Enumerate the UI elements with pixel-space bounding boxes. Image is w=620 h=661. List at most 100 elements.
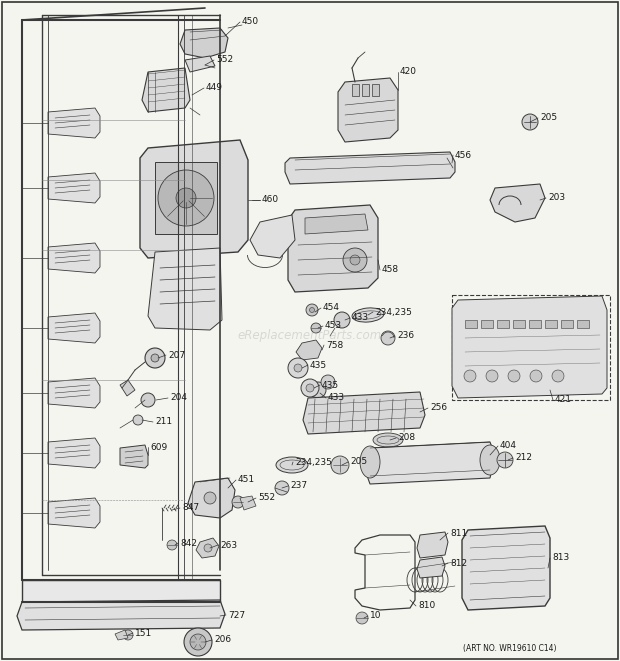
- Text: eReplacementParts.com: eReplacementParts.com: [238, 329, 382, 342]
- Text: 552: 552: [258, 494, 275, 502]
- Text: 421: 421: [555, 395, 572, 405]
- Circle shape: [275, 481, 289, 495]
- Circle shape: [167, 540, 177, 550]
- Ellipse shape: [352, 308, 384, 322]
- Polygon shape: [180, 28, 228, 58]
- Circle shape: [204, 544, 212, 552]
- Circle shape: [288, 358, 308, 378]
- Polygon shape: [417, 557, 445, 578]
- Text: 433: 433: [352, 313, 369, 323]
- Text: 813: 813: [552, 553, 569, 563]
- Text: 205: 205: [540, 114, 557, 122]
- Text: 207: 207: [168, 350, 185, 360]
- Circle shape: [464, 370, 476, 382]
- Polygon shape: [303, 392, 425, 434]
- Text: 450: 450: [242, 17, 259, 26]
- Bar: [481, 320, 493, 328]
- Circle shape: [343, 248, 367, 272]
- Polygon shape: [185, 56, 215, 72]
- Bar: [352, 84, 359, 96]
- Circle shape: [151, 354, 159, 362]
- Text: 847: 847: [182, 504, 199, 512]
- Circle shape: [310, 382, 326, 398]
- Bar: [362, 84, 369, 96]
- Polygon shape: [365, 442, 495, 484]
- Bar: [529, 320, 541, 328]
- Polygon shape: [48, 313, 100, 343]
- Circle shape: [232, 496, 244, 508]
- Text: 256: 256: [430, 403, 447, 412]
- Circle shape: [311, 323, 321, 333]
- Polygon shape: [452, 296, 607, 398]
- Text: 263: 263: [220, 541, 237, 549]
- Polygon shape: [285, 152, 455, 184]
- Text: 456: 456: [455, 151, 472, 159]
- Ellipse shape: [480, 445, 500, 475]
- Circle shape: [123, 630, 133, 640]
- Ellipse shape: [360, 446, 380, 478]
- Text: 206: 206: [214, 635, 231, 644]
- Circle shape: [306, 304, 318, 316]
- Polygon shape: [490, 184, 545, 222]
- Bar: [497, 320, 509, 328]
- Bar: [545, 320, 557, 328]
- Circle shape: [193, 59, 203, 69]
- Circle shape: [204, 492, 216, 504]
- Polygon shape: [120, 445, 148, 468]
- Text: 812: 812: [450, 559, 467, 568]
- Circle shape: [301, 379, 319, 397]
- Circle shape: [508, 370, 520, 382]
- Polygon shape: [48, 108, 100, 138]
- Polygon shape: [140, 140, 248, 258]
- Text: 458: 458: [382, 266, 399, 274]
- Text: 454: 454: [323, 303, 340, 313]
- Circle shape: [294, 364, 302, 372]
- Polygon shape: [462, 526, 550, 610]
- Bar: [22, 580, 220, 602]
- Text: 208: 208: [398, 434, 415, 442]
- Circle shape: [331, 456, 349, 474]
- Text: 234,235: 234,235: [375, 307, 412, 317]
- Text: 205: 205: [350, 457, 367, 467]
- Circle shape: [145, 348, 165, 368]
- Text: 449: 449: [206, 83, 223, 93]
- Polygon shape: [196, 538, 219, 558]
- Text: 811: 811: [450, 529, 467, 537]
- Text: 435: 435: [310, 360, 327, 369]
- Bar: [513, 320, 525, 328]
- Text: 212: 212: [515, 453, 532, 463]
- Polygon shape: [250, 215, 295, 258]
- Polygon shape: [288, 205, 378, 292]
- Circle shape: [176, 188, 196, 208]
- Text: 435: 435: [322, 381, 339, 389]
- Bar: [465, 320, 477, 328]
- Text: 453: 453: [325, 321, 342, 330]
- Polygon shape: [48, 438, 100, 468]
- Polygon shape: [305, 214, 368, 234]
- Polygon shape: [240, 496, 256, 510]
- Text: 460: 460: [262, 196, 279, 204]
- Circle shape: [350, 255, 360, 265]
- Bar: [372, 84, 379, 96]
- Polygon shape: [48, 173, 100, 203]
- Circle shape: [381, 331, 395, 345]
- Bar: [155, 162, 217, 234]
- Text: 234,235: 234,235: [295, 457, 332, 467]
- Text: 727: 727: [228, 611, 245, 619]
- Text: 10: 10: [370, 611, 381, 621]
- Polygon shape: [338, 78, 398, 142]
- Circle shape: [321, 375, 335, 389]
- Text: 151: 151: [135, 629, 153, 637]
- Polygon shape: [48, 243, 100, 273]
- Circle shape: [334, 312, 350, 328]
- Text: 420: 420: [400, 67, 417, 77]
- Text: 404: 404: [500, 442, 517, 451]
- Polygon shape: [148, 248, 222, 330]
- Bar: [452, 295, 610, 400]
- Text: 433: 433: [328, 393, 345, 403]
- Circle shape: [309, 307, 314, 313]
- Polygon shape: [120, 380, 135, 396]
- Text: (ART NO. WR19610 C14): (ART NO. WR19610 C14): [463, 644, 557, 652]
- Circle shape: [158, 170, 214, 226]
- Text: 211: 211: [155, 418, 172, 426]
